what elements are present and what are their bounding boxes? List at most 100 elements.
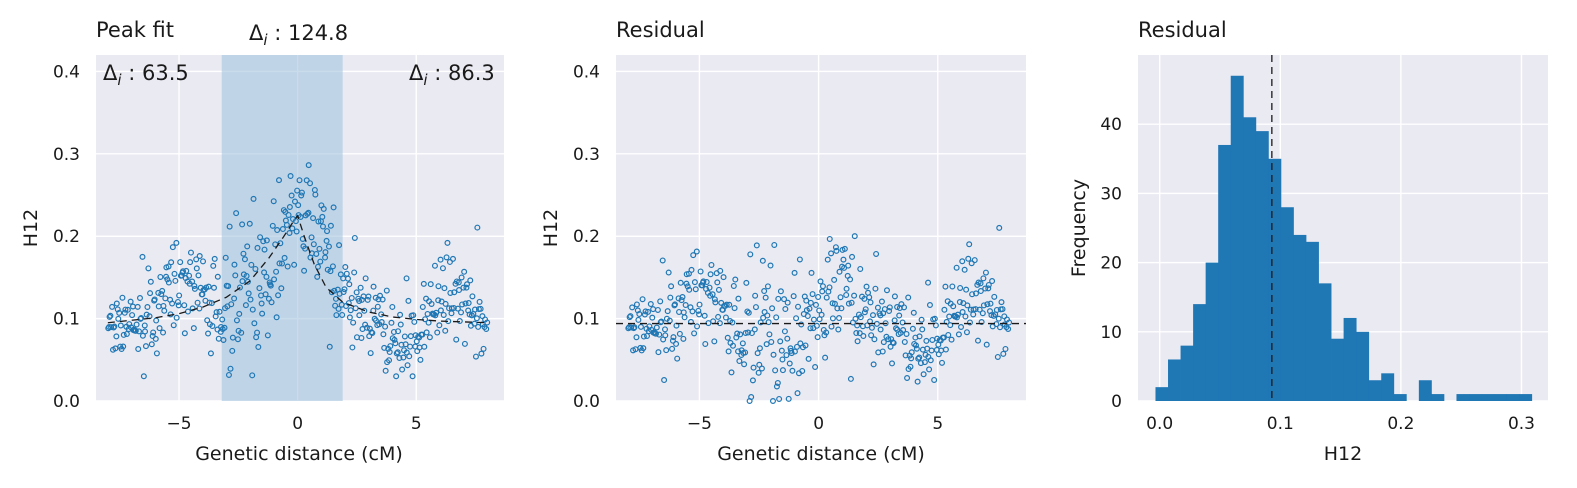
data-point xyxy=(380,331,387,338)
data-point xyxy=(121,309,128,316)
data-point xyxy=(945,331,952,338)
panel-residual-scatter: −5 0 5 0.0 0.1 0.2 0.3 0.4 Residual Genetic di… xyxy=(540,18,1026,465)
data-point xyxy=(132,327,139,334)
data-point xyxy=(1002,345,1009,352)
data-point xyxy=(327,222,334,229)
data-point xyxy=(953,314,960,321)
x-ticks-peak-fit: −5 0 5 xyxy=(166,414,421,434)
data-point xyxy=(417,356,424,363)
data-point xyxy=(136,294,143,301)
data-point xyxy=(774,379,781,386)
data-point xyxy=(696,311,703,318)
data-point xyxy=(113,300,120,307)
data-point xyxy=(222,254,229,261)
data-point xyxy=(752,304,759,311)
data-point xyxy=(367,350,374,357)
data-point xyxy=(748,330,755,337)
data-point xyxy=(209,323,216,330)
data-point xyxy=(447,289,454,296)
data-point xyxy=(771,241,778,248)
data-point xyxy=(966,319,973,326)
data-point xyxy=(777,338,784,345)
data-point xyxy=(193,265,200,272)
data-point xyxy=(255,344,262,351)
data-point xyxy=(282,208,289,215)
data-point xyxy=(851,292,858,299)
data-point xyxy=(276,177,283,184)
shaded-region xyxy=(221,55,343,401)
data-point xyxy=(336,242,343,249)
data-point xyxy=(903,330,910,337)
data-point xyxy=(281,254,288,261)
data-point xyxy=(157,273,164,280)
data-point xyxy=(656,331,663,338)
data-point xyxy=(779,367,786,374)
data-point xyxy=(228,301,235,308)
data-point xyxy=(324,228,331,235)
data-point xyxy=(252,265,259,272)
data-point xyxy=(273,314,280,321)
data-point xyxy=(688,266,695,273)
data-point xyxy=(357,284,364,291)
histogram-bar xyxy=(1381,373,1395,401)
data-point xyxy=(205,283,212,290)
data-point xyxy=(225,371,232,378)
data-point xyxy=(314,263,321,270)
data-point xyxy=(891,293,898,300)
y-tick-label: 0 xyxy=(1111,392,1122,412)
data-point xyxy=(169,244,176,251)
data-point xyxy=(681,314,688,321)
data-point xyxy=(440,311,447,318)
data-point xyxy=(758,365,765,372)
data-point xyxy=(396,355,403,362)
data-point xyxy=(677,279,684,286)
data-point xyxy=(115,315,122,322)
data-point xyxy=(776,395,783,402)
data-point xyxy=(899,319,906,326)
data-point xyxy=(883,287,890,294)
plot-area-residual-scatter xyxy=(616,55,1026,401)
y-tick-label: 10 xyxy=(1100,323,1122,343)
data-point xyxy=(122,306,129,313)
data-point xyxy=(927,357,934,364)
data-point xyxy=(679,294,686,301)
data-point xyxy=(753,242,760,249)
data-point xyxy=(777,288,784,295)
data-point xyxy=(423,329,430,336)
data-point xyxy=(916,354,923,361)
data-point xyxy=(422,316,429,323)
data-point xyxy=(732,276,739,283)
data-point xyxy=(142,343,149,350)
data-point xyxy=(950,303,957,310)
data-point xyxy=(645,308,652,315)
data-point xyxy=(468,312,475,319)
data-point xyxy=(669,345,676,352)
data-point xyxy=(901,338,908,345)
data-point xyxy=(769,398,776,405)
data-point xyxy=(790,293,797,300)
data-point xyxy=(628,324,635,331)
data-point xyxy=(345,300,352,307)
data-point xyxy=(691,330,698,337)
data-point xyxy=(1005,326,1012,333)
data-point xyxy=(702,340,709,347)
data-point xyxy=(204,317,211,324)
data-point xyxy=(403,275,410,282)
data-point xyxy=(748,394,755,401)
data-point xyxy=(837,294,844,301)
data-point xyxy=(107,312,114,319)
data-point xyxy=(364,296,371,303)
data-point xyxy=(207,350,214,357)
data-point xyxy=(942,346,949,353)
histogram-bar xyxy=(1280,207,1294,401)
data-point xyxy=(864,322,871,329)
data-point xyxy=(752,292,759,299)
data-point xyxy=(757,319,764,326)
data-point xyxy=(250,195,257,202)
data-point xyxy=(261,246,268,253)
data-point xyxy=(391,336,398,343)
data-point xyxy=(246,220,253,227)
data-point xyxy=(240,250,247,257)
annotation-center: Δi : 124.8 xyxy=(249,21,348,49)
data-point xyxy=(211,255,218,262)
